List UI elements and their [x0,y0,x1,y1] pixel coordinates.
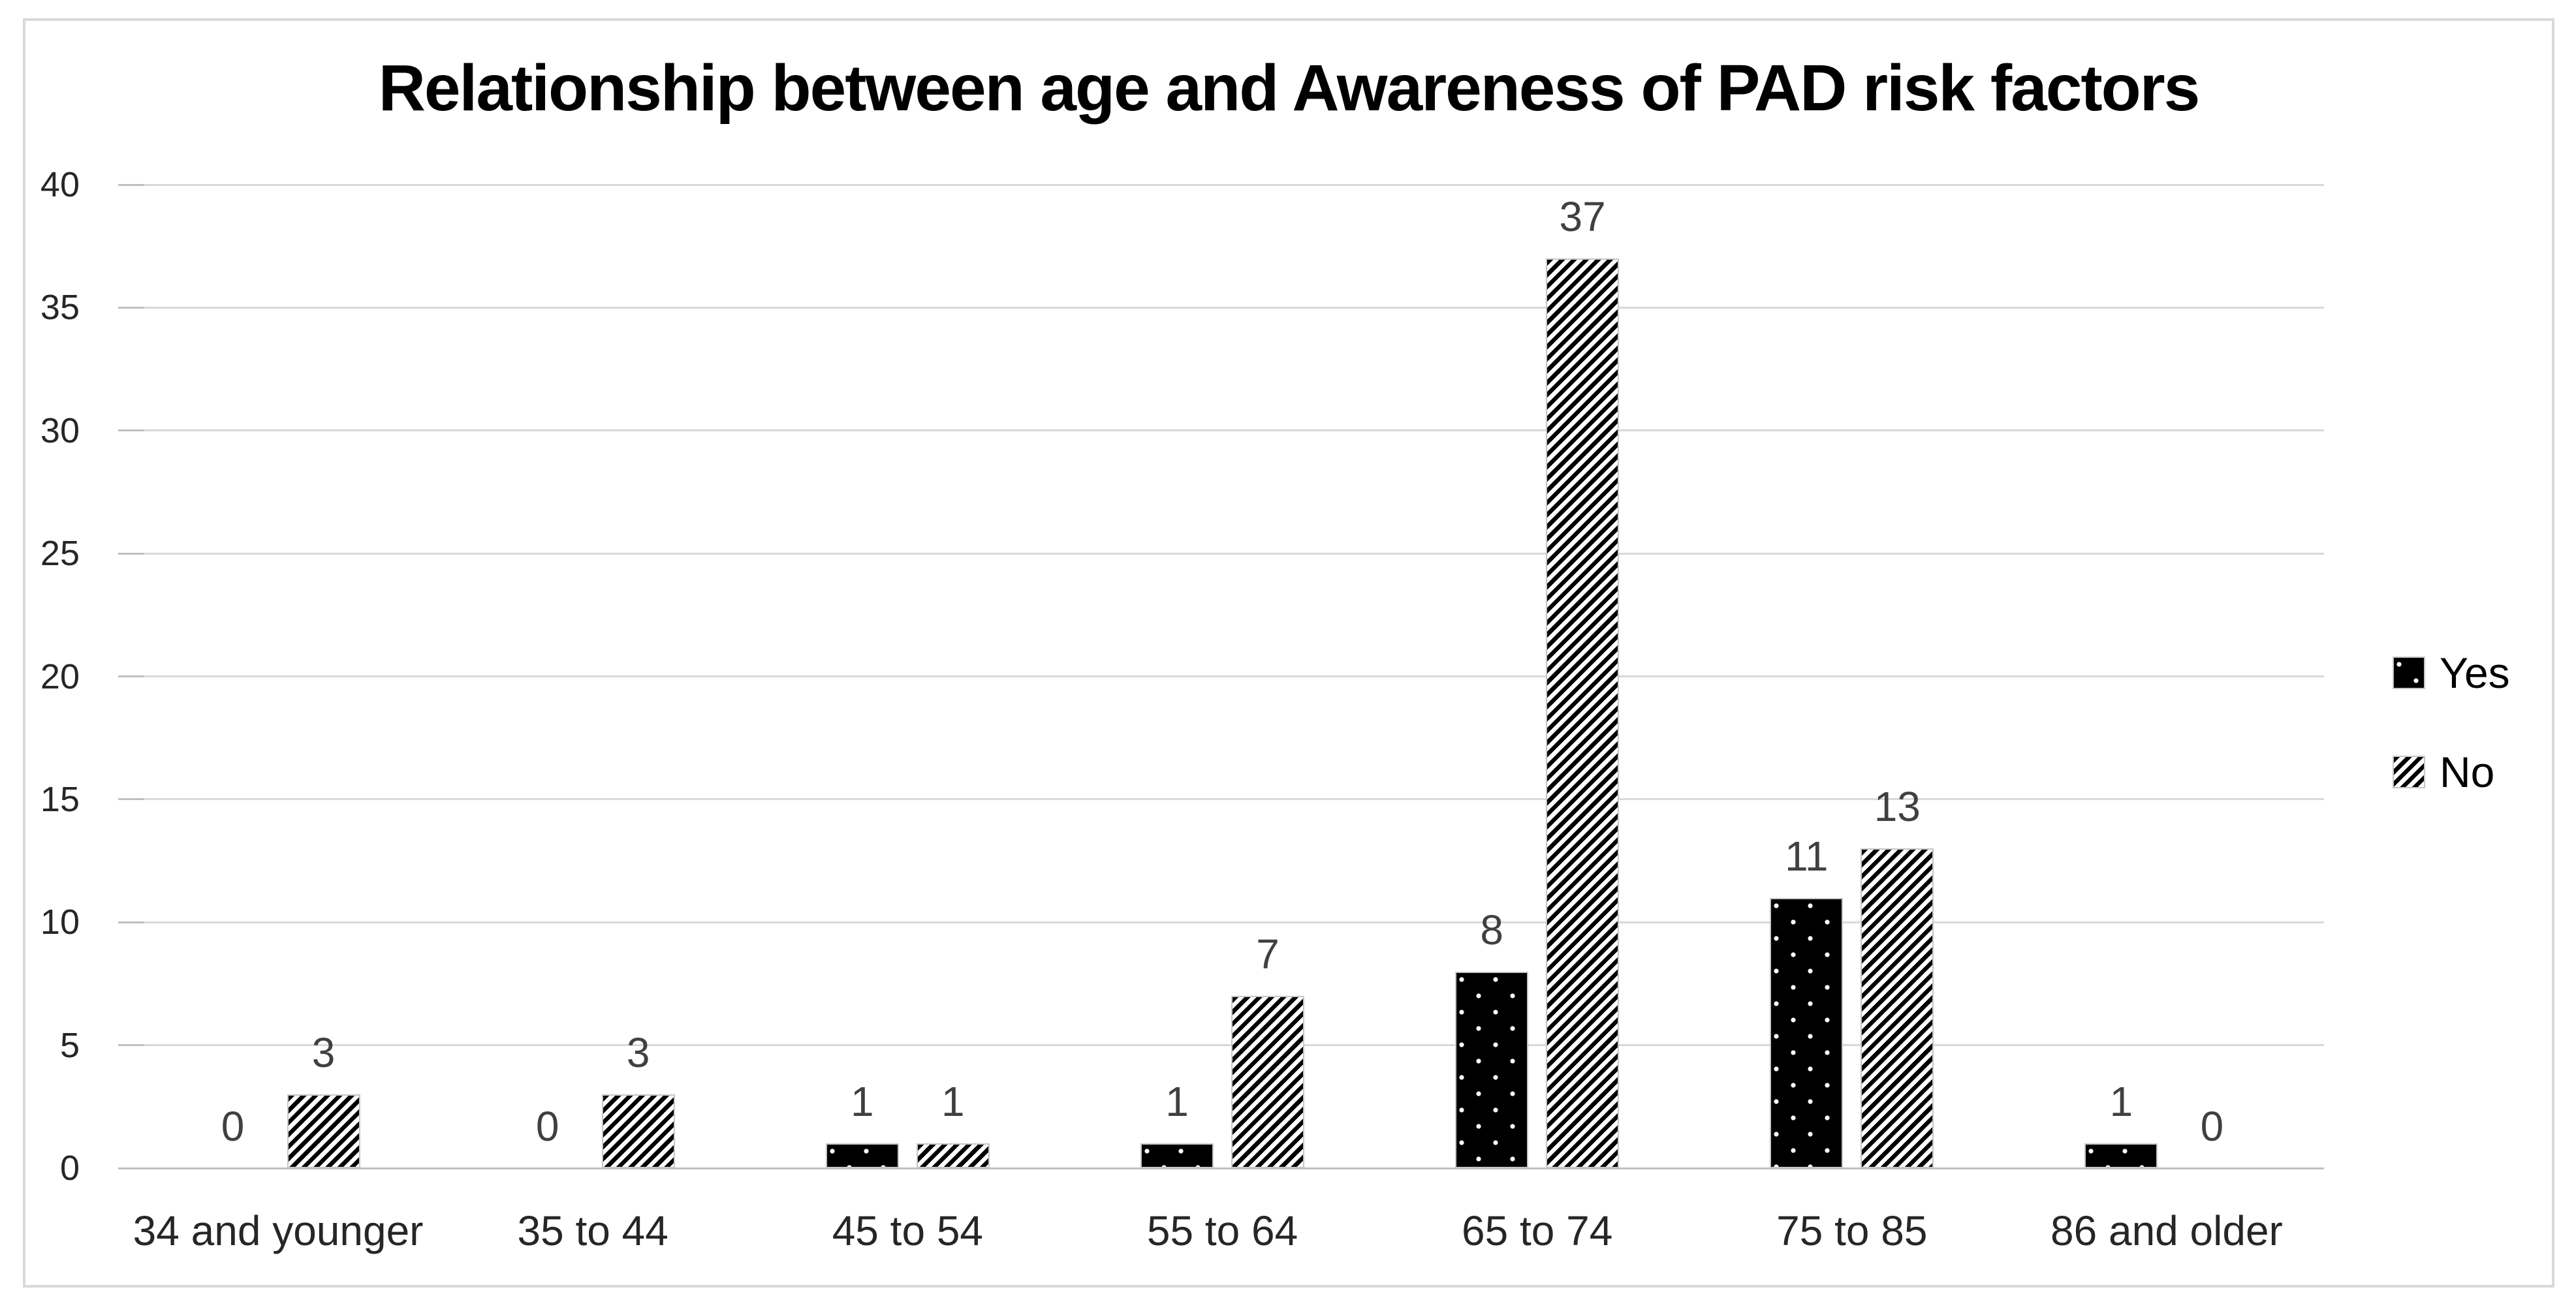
y-tick-label-20: 20 [40,656,80,696]
legend-item-yes: Yes [2393,651,2510,694]
data-label-no-5: 13 [1874,783,1921,831]
y-axis-tick-5 [118,1044,144,1047]
gridline-25 [118,552,2324,555]
gridline-10 [118,921,2324,923]
data-label-no-4: 37 [1559,193,1606,241]
bar-yes-3 [1140,1143,1214,1168]
y-tick-label-10: 10 [40,903,80,942]
y-tick-label-35: 35 [40,288,80,328]
y-axis-tick-35 [118,306,144,309]
data-label-yes-0: 0 [221,1103,245,1150]
legend: Yes No [2393,651,2510,850]
bar-yes-6 [2084,1143,2158,1168]
y-tick-label-15: 15 [40,779,80,819]
data-label-yes-1: 0 [535,1103,559,1150]
legend-item-no: No [2393,750,2510,794]
category-label-5: 75 to 85 [1776,1207,1928,1254]
category-label-4: 65 to 74 [1461,1207,1613,1254]
gridline-40 [118,183,2324,186]
y-axis-tick-30 [118,429,144,432]
data-label-yes-5: 11 [1785,832,1829,880]
y-axis-tick-25 [118,552,144,555]
data-label-yes-2: 1 [851,1078,874,1126]
y-tick-label-40: 40 [40,165,80,204]
y-tick-label-0: 0 [59,1149,80,1188]
gridline-35 [118,306,2324,309]
data-label-no-2: 1 [941,1078,965,1126]
bar-no-4 [1546,258,1620,1168]
y-axis-tick-15 [118,798,144,801]
data-label-yes-4: 8 [1480,906,1503,953]
gridline-15 [118,798,2324,801]
bar-yes-5 [1770,897,1844,1168]
data-label-no-1: 3 [626,1028,650,1076]
bar-no-5 [1861,848,1934,1168]
data-label-no-3: 7 [1256,931,1280,978]
legend-label-yes: Yes [2440,649,2510,697]
bar-no-0 [287,1094,360,1168]
y-tick-label-25: 25 [40,534,80,574]
y-axis-tick-40 [118,183,144,186]
x-axis-line [118,1167,2324,1169]
legend-swatch-yes [2393,656,2425,689]
data-label-no-0: 3 [311,1028,336,1076]
bar-no-1 [601,1094,675,1168]
bar-yes-4 [1455,971,1529,1168]
bar-no-3 [1231,996,1304,1168]
y-tick-label-5: 5 [59,1025,80,1065]
y-axis-tick-10 [118,921,144,923]
category-label-3: 55 to 64 [1146,1207,1298,1254]
chart-frame: Relationship between age and Awareness o… [23,18,2554,1288]
category-label-2: 45 to 54 [832,1207,983,1254]
category-label-0: 34 and younger [133,1207,424,1254]
y-axis-tick-0 [118,1167,144,1169]
bar-no-2 [916,1143,990,1168]
data-label-no-6: 0 [2200,1103,2224,1150]
data-label-yes-6: 1 [2109,1078,2133,1126]
bar-yes-2 [825,1143,899,1168]
chart-title: Relationship between age and Awareness o… [378,52,2201,125]
data-label-yes-3: 1 [1165,1078,1189,1126]
gridline-5 [118,1044,2324,1047]
y-tick-label-30: 30 [40,410,80,450]
plot-area: 0 3 0 3 1 1 1 7 8 37 11 13 1 0 [118,183,2324,1169]
y-axis-tick-20 [118,675,144,677]
legend-label-no: No [2440,748,2495,796]
gridline-30 [118,429,2324,432]
category-label-6: 86 and older [2050,1207,2283,1254]
gridline-20 [118,675,2324,677]
legend-swatch-no [2393,756,2425,788]
category-label-1: 35 to 44 [517,1207,668,1254]
